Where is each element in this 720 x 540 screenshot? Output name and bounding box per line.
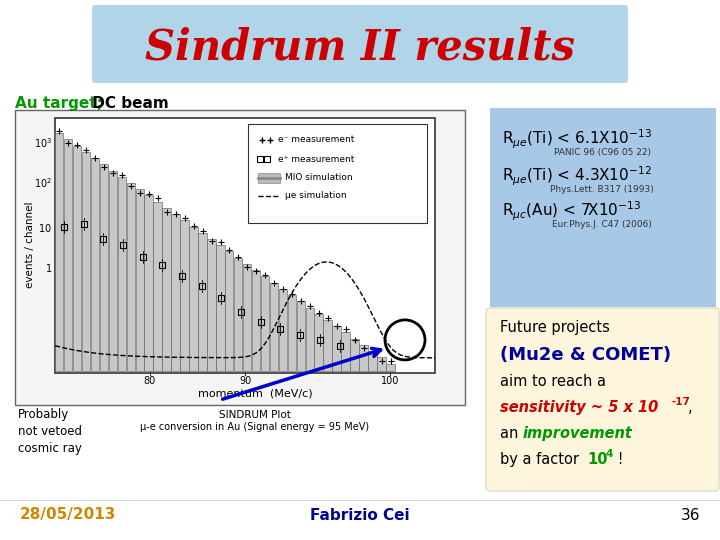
Bar [350, 339, 359, 371]
Bar [73, 146, 81, 371]
Bar [145, 195, 153, 371]
Text: e⁺ measurement: e⁺ measurement [278, 154, 354, 164]
Text: by a factor: by a factor [500, 452, 584, 467]
Text: $10^2$: $10^2$ [34, 176, 52, 190]
Text: R$_{\mu e}$(Ti) < 4.3X10$^{-12}$: R$_{\mu e}$(Ti) < 4.3X10$^{-12}$ [502, 165, 652, 188]
Text: 10: 10 [587, 452, 608, 467]
Bar [252, 270, 261, 371]
Text: (Mu2e & COMET): (Mu2e & COMET) [500, 346, 671, 364]
Text: momentum  (MeV/c): momentum (MeV/c) [198, 388, 312, 398]
Bar [207, 239, 215, 371]
Bar [386, 363, 395, 371]
Bar [261, 276, 269, 371]
Text: $10$: $10$ [38, 222, 52, 234]
Text: 90: 90 [239, 376, 251, 386]
Text: μ-e conversion in Au (Signal energy = 95 MeV): μ-e conversion in Au (Signal energy = 95… [140, 422, 369, 432]
Bar [297, 301, 305, 371]
Bar [315, 314, 323, 371]
FancyBboxPatch shape [490, 108, 716, 307]
Text: PANIC 96 (C96 05 22): PANIC 96 (C96 05 22) [554, 148, 650, 157]
Text: R$_{\mu c}$(Au) < 7X10$^{-13}$: R$_{\mu c}$(Au) < 7X10$^{-13}$ [502, 200, 642, 224]
Text: R$_{\mu e}$(Ti) < 6.1X10$^{-13}$: R$_{\mu e}$(Ti) < 6.1X10$^{-13}$ [502, 128, 652, 151]
Bar [82, 152, 90, 371]
FancyBboxPatch shape [248, 124, 427, 223]
FancyBboxPatch shape [486, 308, 719, 491]
Bar [180, 220, 189, 371]
Text: Future projects: Future projects [500, 320, 610, 335]
Text: SINDRUM Plot: SINDRUM Plot [219, 410, 291, 420]
Text: Sindrum II results: Sindrum II results [145, 26, 575, 68]
Text: Phys.Lett. B317 (1993): Phys.Lett. B317 (1993) [550, 185, 654, 194]
Bar [135, 189, 144, 371]
Bar [225, 252, 233, 371]
Bar [198, 233, 207, 371]
Text: 80: 80 [144, 376, 156, 386]
Text: Fabrizio Cei: Fabrizio Cei [310, 508, 410, 523]
Bar [171, 214, 180, 371]
Text: DC beam: DC beam [87, 96, 168, 111]
Bar [287, 295, 296, 371]
FancyBboxPatch shape [55, 118, 435, 373]
Bar [270, 282, 278, 371]
Text: Eur.Phys.J. C47 (2006): Eur.Phys.J. C47 (2006) [552, 220, 652, 229]
Text: sensitivity ~ 5 x 10: sensitivity ~ 5 x 10 [500, 400, 658, 415]
Bar [55, 133, 63, 371]
Bar [91, 158, 99, 371]
Bar [234, 258, 243, 371]
Bar [189, 227, 198, 371]
Text: e⁻ measurement: e⁻ measurement [278, 136, 354, 145]
Text: MIO simulation: MIO simulation [285, 173, 353, 183]
Text: Probably
not vetoed
cosmic ray: Probably not vetoed cosmic ray [18, 408, 82, 455]
Bar [323, 320, 332, 371]
FancyBboxPatch shape [92, 5, 628, 83]
Bar [127, 183, 135, 371]
Text: aim to reach a: aim to reach a [500, 374, 606, 389]
Bar [109, 171, 117, 371]
Text: Au target;: Au target; [15, 96, 103, 111]
Bar [341, 333, 350, 371]
Bar [258, 173, 280, 183]
Bar [359, 345, 368, 371]
Text: ,: , [688, 400, 693, 415]
Bar [153, 201, 162, 371]
Text: improvement: improvement [523, 426, 633, 441]
Text: 36: 36 [680, 508, 700, 523]
Text: !: ! [613, 452, 624, 467]
Bar [64, 139, 73, 371]
Text: 28/05/2013: 28/05/2013 [20, 508, 117, 523]
Bar [117, 177, 126, 371]
Bar [216, 245, 225, 371]
Bar [163, 208, 171, 371]
Bar [243, 264, 251, 371]
Text: $1$: $1$ [45, 262, 52, 274]
Text: μe simulation: μe simulation [285, 192, 346, 200]
Text: events / channel: events / channel [25, 202, 35, 288]
Bar [333, 326, 341, 371]
Text: $10^3$: $10^3$ [34, 136, 52, 150]
Bar [368, 351, 377, 371]
Bar [100, 164, 108, 371]
Text: 100: 100 [381, 376, 399, 386]
Text: 4: 4 [605, 449, 613, 459]
Bar [377, 357, 385, 371]
FancyBboxPatch shape [15, 110, 465, 405]
Bar [305, 308, 314, 371]
Bar [279, 289, 287, 371]
Text: an: an [500, 426, 523, 441]
Text: -17: -17 [672, 397, 691, 407]
